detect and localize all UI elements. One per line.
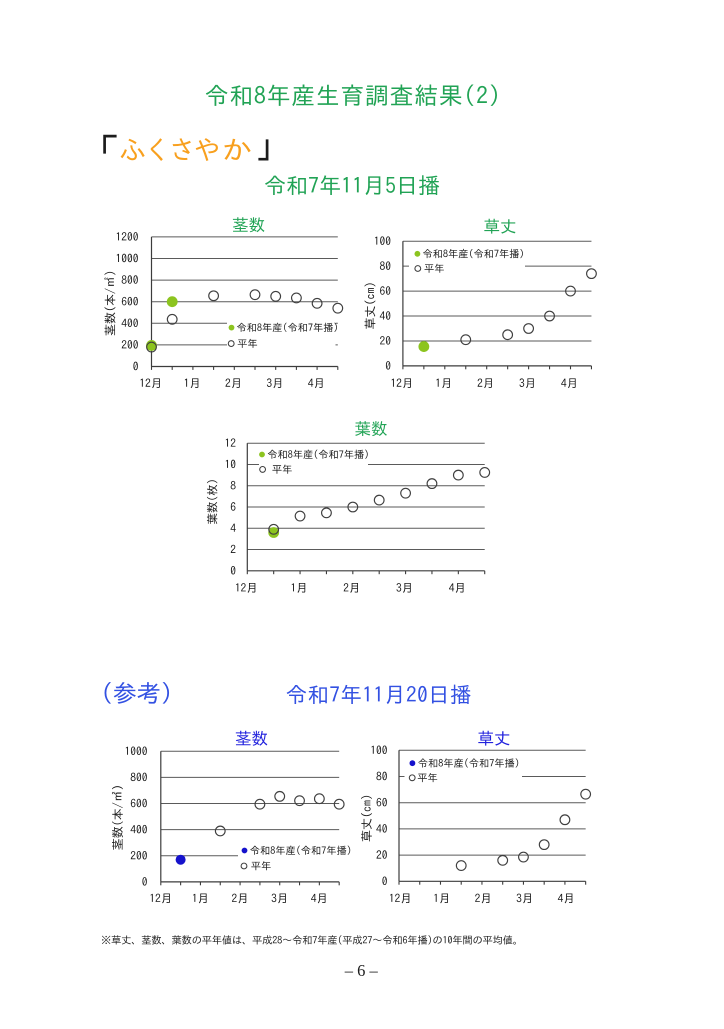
svg-text:– 6 –: – 6 –: [344, 961, 379, 980]
